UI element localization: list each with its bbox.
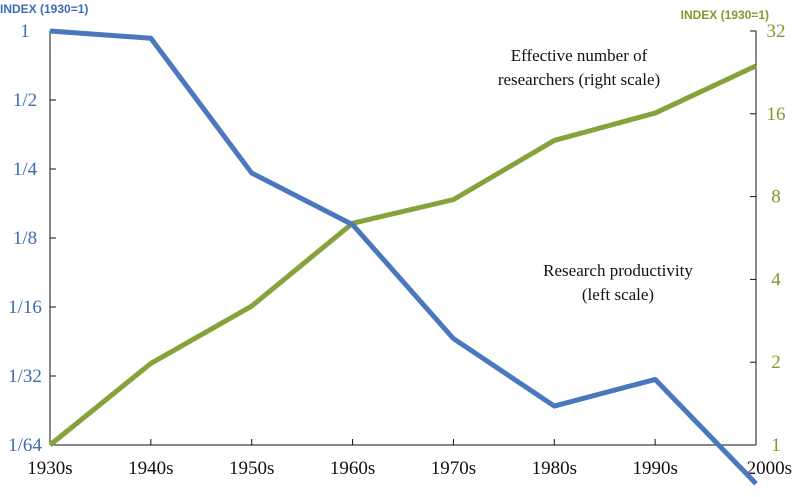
left-tick-label: 1/2 — [13, 90, 37, 111]
researchers-annotation-line-1: Effective number of — [511, 46, 648, 65]
left-tick-label: 1/4 — [13, 159, 38, 180]
productivity-series-line — [49, 28, 758, 486]
right-tick-label: 8 — [771, 187, 781, 208]
left-axis-ticks: 1 1/2 1/4 1/8 1/16 1/32 1/64 — [8, 21, 56, 456]
x-axis-ticks: 1930s 1940s 1950s 1960s 1970s 1980s 1990s 2000s — [27, 439, 792, 479]
left-tick-label: 1/64 — [8, 435, 42, 456]
right-tick-label: 2 — [771, 352, 781, 373]
right-axis-title: INDEX (1930=1) — [681, 8, 769, 22]
x-tick-label: 1980s — [532, 458, 577, 479]
right-axis-ticks: 32 16 8 4 2 1 — [750, 21, 786, 456]
left-tick-label: 1/8 — [13, 228, 37, 249]
x-tick-label: 1970s — [431, 458, 476, 479]
x-tick-label: 1960s — [330, 458, 375, 479]
productivity-annotation-line-1: Research productivity — [543, 261, 693, 280]
left-tick-label: 1/32 — [8, 366, 42, 387]
left-tick-label: 1 — [20, 21, 30, 42]
right-tick-label: 4 — [771, 269, 781, 290]
productivity-annotation-line-2: (left scale) — [582, 285, 654, 304]
x-tick-label: 2000s — [747, 458, 792, 479]
x-tick-label: 1940s — [128, 458, 173, 479]
researchers-annotation-line-2: researchers (right scale) — [498, 70, 660, 89]
left-axis-title: INDEX (1930=1) — [0, 2, 88, 16]
x-tick-label: 1990s — [632, 458, 677, 479]
right-tick-label: 1 — [771, 435, 781, 456]
right-tick-label: 16 — [767, 104, 786, 125]
researchers-series-line — [48, 63, 758, 447]
x-tick-label: 1930s — [27, 458, 72, 479]
x-tick-label: 1950s — [229, 458, 274, 479]
left-tick-label: 1/16 — [8, 297, 42, 318]
right-tick-label: 32 — [767, 21, 786, 42]
